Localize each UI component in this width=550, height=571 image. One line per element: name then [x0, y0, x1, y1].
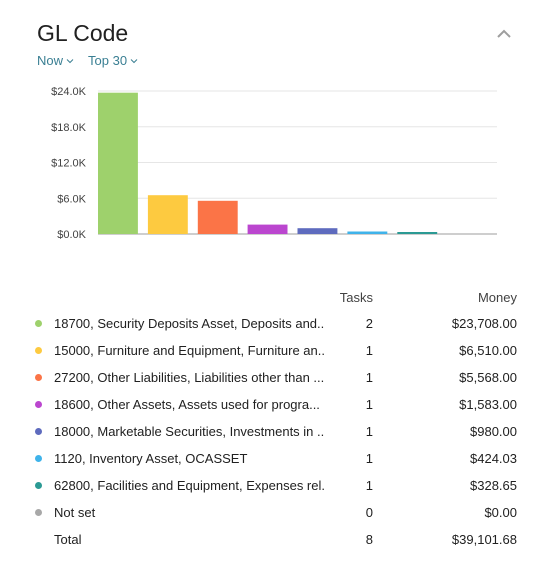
legend-row[interactable]: 18700, Security Deposits Asset, Deposits… [0, 311, 550, 338]
chevron-up-icon [497, 29, 511, 38]
filter-bar: Now Top 30 [37, 53, 138, 68]
row-tasks: 1 [365, 397, 373, 412]
legend-color-dot [35, 320, 42, 327]
legend-color-dot [35, 455, 42, 462]
top-filter-label: Top 30 [88, 53, 128, 68]
bar-18000[interactable] [297, 228, 338, 234]
row-money: $328.65 [470, 478, 517, 493]
row-label: 62800, Facilities and Equipment, Expense… [54, 478, 324, 493]
y-tick-label: $6.0K [57, 193, 86, 205]
row-label: 18600, Other Assets, Assets used for pro… [54, 397, 320, 412]
y-tick-label: $12.0K [51, 158, 87, 170]
row-money: $23,708.00 [451, 316, 517, 331]
row-money: $39,101.68 [451, 532, 517, 547]
row-money: $980.00 [470, 424, 517, 439]
row-tasks: 2 [365, 316, 373, 331]
row-tasks: 1 [365, 343, 373, 358]
money-column-header: Money [477, 290, 517, 305]
row-tasks: 1 [365, 451, 373, 466]
row-money: $424.03 [470, 451, 517, 466]
row-tasks: 1 [365, 424, 373, 439]
gl-code-bar-chart: $0.0K $6.0K $12.0K $18.0K $24.0K [51, 86, 497, 241]
total-row: Total 8 $39,101.68 [0, 527, 550, 554]
row-label: 27200, Other Liabilities, Liabilities ot… [54, 370, 324, 385]
collapse-button[interactable] [494, 24, 514, 44]
legend-row[interactable]: 27200, Other Liabilities, Liabilities ot… [0, 365, 550, 392]
legend-color-dot [35, 428, 42, 435]
row-label: Total [54, 532, 82, 547]
row-tasks: 1 [365, 478, 373, 493]
legend-color-dot [35, 482, 42, 489]
bar-18600[interactable] [247, 224, 288, 234]
row-tasks: 8 [365, 532, 373, 547]
time-filter-label: Now [37, 53, 64, 68]
chevron-down-icon [130, 58, 138, 63]
y-tick-label: $18.0K [51, 122, 87, 134]
bar-18700[interactable] [98, 92, 138, 234]
row-money: $0.00 [484, 505, 517, 520]
row-money: $5,568.00 [459, 370, 517, 385]
legend-color-dot [35, 401, 42, 408]
chevron-down-icon [66, 58, 74, 63]
legend-row[interactable]: 62800, Facilities and Equipment, Expense… [0, 473, 550, 500]
bar-15000[interactable] [147, 195, 188, 234]
tasks-column-header: Tasks [339, 290, 373, 305]
row-money: $1,583.00 [459, 397, 517, 412]
legend-row[interactable]: 15000, Furniture and Equipment, Furnitur… [0, 338, 550, 365]
row-label: 18700, Security Deposits Asset, Deposits… [54, 316, 324, 331]
bar-62800[interactable] [397, 232, 438, 234]
legend-row[interactable]: Not set 0 $0.00 [0, 500, 550, 527]
legend-color-dot [35, 347, 42, 354]
y-tick-label: $24.0K [51, 86, 87, 98]
y-tick-label: $0.0K [57, 229, 86, 241]
bar-1120[interactable] [347, 231, 388, 235]
legend-row[interactable]: 18000, Marketable Securities, Investment… [0, 419, 550, 446]
top-filter-dropdown[interactable]: Top 30 [88, 53, 138, 68]
legend-row[interactable]: 1120, Inventory Asset, OCASSET 1 $424.03 [0, 446, 550, 473]
legend-color-dot [35, 374, 42, 381]
time-filter-dropdown[interactable]: Now [37, 53, 74, 68]
bar-27200[interactable] [197, 200, 238, 234]
row-money: $6,510.00 [459, 343, 517, 358]
row-tasks: 0 [365, 505, 373, 520]
row-label: 1120, Inventory Asset, OCASSET [54, 451, 248, 466]
legend-row[interactable]: 18600, Other Assets, Assets used for pro… [0, 392, 550, 419]
row-label: 18000, Marketable Securities, Investment… [54, 424, 324, 439]
row-label: 15000, Furniture and Equipment, Furnitur… [54, 343, 324, 358]
widget-title: GL Code [37, 20, 129, 46]
row-label: Not set [54, 505, 96, 520]
row-tasks: 1 [365, 370, 373, 385]
legend-color-dot [35, 509, 42, 516]
